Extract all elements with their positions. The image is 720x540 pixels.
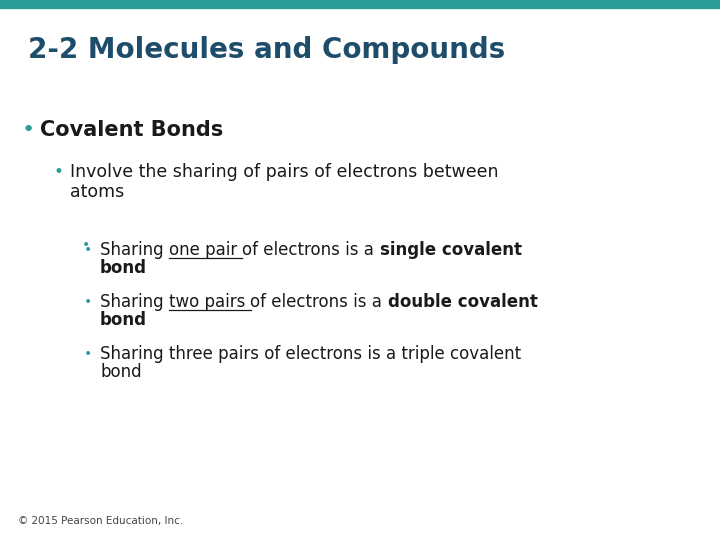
Text: Involve the sharing of pairs of electrons between: Involve the sharing of pairs of electron… — [70, 163, 498, 181]
Text: •: • — [53, 163, 63, 181]
Text: •: • — [82, 238, 90, 252]
Text: •: • — [84, 243, 92, 257]
Text: 2-2 Molecules and Compounds: 2-2 Molecules and Compounds — [28, 36, 505, 64]
Text: Sharing: Sharing — [100, 293, 169, 311]
Text: double covalent: double covalent — [387, 293, 538, 311]
Text: of electrons is a: of electrons is a — [243, 241, 379, 259]
Text: © 2015 Pearson Education, Inc.: © 2015 Pearson Education, Inc. — [18, 516, 184, 526]
Text: atoms: atoms — [70, 183, 125, 201]
Text: two pairs: two pairs — [169, 293, 251, 311]
Text: Covalent Bonds: Covalent Bonds — [40, 120, 223, 140]
Text: one pair: one pair — [169, 241, 243, 259]
Text: Sharing: Sharing — [100, 241, 169, 259]
Text: bond: bond — [100, 259, 147, 277]
Text: •: • — [22, 120, 35, 140]
Text: Sharing three pairs of electrons is a triple covalent: Sharing three pairs of electrons is a tr… — [100, 345, 521, 363]
Bar — [0, 0, 720, 8]
Text: •: • — [84, 347, 92, 361]
Text: of electrons is a: of electrons is a — [251, 293, 387, 311]
Text: bond: bond — [100, 363, 142, 381]
Text: •: • — [84, 295, 92, 309]
Text: single covalent: single covalent — [379, 241, 521, 259]
Text: bond: bond — [100, 311, 147, 329]
